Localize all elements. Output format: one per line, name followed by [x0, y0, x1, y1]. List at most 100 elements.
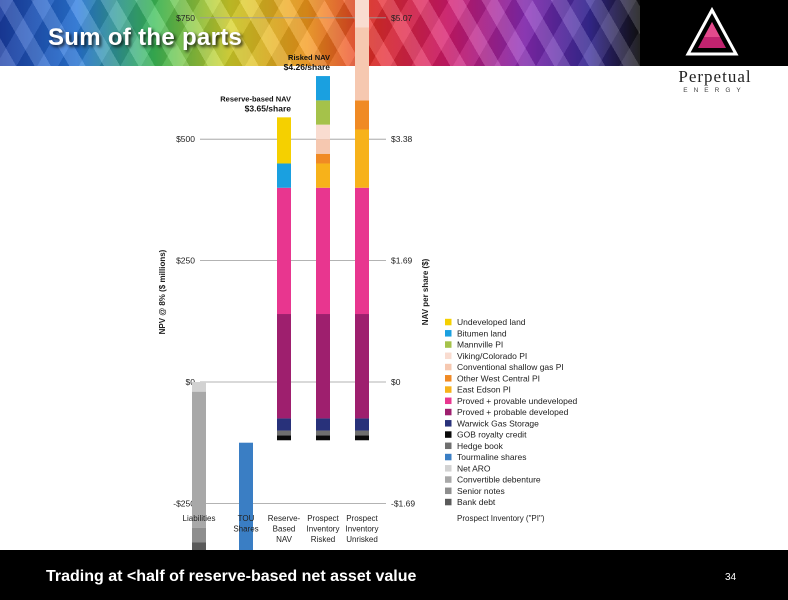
legend-label: Undeveloped land [457, 317, 526, 327]
nav-annotation: Risked NAV [288, 53, 330, 62]
legend-label: Senior notes [457, 486, 505, 496]
bar-segment-net-aro [192, 382, 206, 392]
x-tick-label: Liabilities [183, 514, 216, 523]
legend-label: Viking/Colorado PI [457, 351, 527, 361]
legend-swatch-bank-debt [445, 498, 452, 506]
legend-label: Hedge book [457, 441, 504, 451]
logo-wordmark: Perpetual [678, 67, 752, 86]
x-tick-label: Unrisked [346, 535, 378, 544]
bar-segment-conventional-shallow-gas [316, 139, 330, 154]
annotations: Reserve-based NAV$3.65/share Risked NAV$4… [220, 53, 331, 113]
y-axis-labels: $1,250$1,000$750$500$250$0-$250-$500 [173, 13, 196, 509]
slide-title: Sum of the parts [48, 24, 243, 51]
x-tick-label: Reserve- [268, 514, 301, 523]
bar-segment-gob-royalty-credit [355, 435, 369, 441]
legend-label: East Edson PI [457, 385, 511, 395]
y2-tick-label: $3.38 [391, 134, 413, 144]
legend-label: Net ARO [457, 463, 491, 473]
bar-segment-proved-provable-undeveloped [316, 187, 330, 315]
y2-axis-labels: $8.45$6.76$5.07$3.38$1.69$0-$1.69-$3.38 [391, 13, 415, 509]
legend-swatch-gob-royalty-credit [445, 431, 452, 438]
x-tick-label: Inventory [346, 525, 379, 534]
bar-segment-viking-colorado [355, 0, 369, 28]
bar-segment-undeveloped-land [277, 117, 291, 164]
y-tick-label: $500 [176, 134, 195, 144]
legend-label: Conventional shallow gas PI [457, 362, 564, 372]
legend-swatch-convertible-debenture [445, 476, 452, 483]
bar-segment-proved-provable-undeveloped [277, 187, 291, 315]
y-axis-title: NPV @ 8% ($ millions) [158, 249, 167, 334]
y-tick-label: -$250 [173, 498, 195, 508]
legend-swatch-proved-probable-developed [445, 408, 452, 416]
bar-segment-tourmaline-shares [239, 442, 253, 550]
bar-segment-warwick-gas-storage [355, 418, 369, 431]
bar-segment-proved-provable-undeveloped [355, 187, 369, 315]
legend-note: Prospect Inventory ("PI") [457, 514, 545, 523]
legend-swatch-viking-colorado [445, 352, 452, 360]
legend-label: Bank debt [457, 497, 496, 507]
legend-swatch-bitumen-land [445, 330, 452, 337]
legend-label: Other West Central PI [457, 373, 540, 383]
bar-segment-mannville [316, 100, 330, 125]
x-tick-label: Based [273, 525, 296, 534]
bar-segment-viking-colorado [316, 124, 330, 140]
bar-segment-gob-royalty-credit [316, 435, 330, 441]
bar-segment-warwick-gas-storage [316, 418, 330, 431]
bar-segment-east-edson [355, 129, 369, 188]
y-tick-label: $250 [176, 256, 195, 266]
logo-background [640, 0, 788, 66]
page-number: 34 [725, 572, 737, 583]
legend-swatch-warwick-gas-storage [445, 420, 452, 427]
legend-label: Convertible debenture [457, 475, 541, 485]
banner-pattern [0, 0, 640, 66]
x-tick-label: Risked [311, 535, 335, 544]
legend-swatch-senior-notes [445, 487, 452, 495]
x-tick-label: Inventory [307, 525, 340, 534]
sum-of-parts-chart: $1,250$1,000$750$500$250$0-$250-$500 $8.… [158, 0, 578, 550]
bar-segment-bitumen-land [277, 163, 291, 188]
footer-caption: Trading at <half of reserve-based net as… [46, 568, 417, 585]
legend-swatch-conventional-shallow-gas [445, 363, 452, 371]
logo-subtitle: ENERGY [683, 87, 747, 94]
triangle-logo-icon [685, 6, 739, 56]
x-tick-label: Shares [233, 525, 258, 534]
bar-segment-hedge-book [277, 430, 291, 436]
x-tick-label: NAV [276, 535, 293, 544]
legend-label: GOB royalty credit [457, 430, 527, 440]
legend-label: Mannville PI [457, 340, 503, 350]
legend-label: Tourmaline shares [457, 452, 526, 462]
legend-swatch-proved-provable-undeveloped [445, 397, 452, 405]
y-tick-label: $750 [176, 13, 195, 23]
y2-tick-label: $5.07 [391, 13, 413, 23]
bar-segment-hedge-book [316, 430, 330, 436]
bar-segment-other-west-central [355, 100, 369, 130]
nav-annotation: $4.26/share [284, 62, 331, 72]
bar-segment-proved-probable-developed [355, 314, 369, 419]
bar-segment-gob-royalty-credit [277, 435, 291, 441]
footer-bar: Trading at <half of reserve-based net as… [0, 550, 788, 600]
legend-swatch-other-west-central [445, 375, 452, 382]
bars [192, 0, 369, 550]
legend-label: Proved + probable developed [457, 407, 569, 417]
legend-swatch-tourmaline-shares [445, 453, 452, 461]
nav-annotation: Reserve-based NAV [220, 94, 291, 103]
y-tick-label: $0 [186, 377, 196, 387]
legend-label: Warwick Gas Storage [457, 418, 539, 428]
bar-segment-conventional-shallow-gas [355, 27, 369, 101]
bar-segment-other-west-central [316, 153, 330, 164]
bar-segment-senior-notes [192, 527, 206, 543]
y2-axis-title: NAV per share ($) [421, 258, 430, 325]
y2-tick-label: $1.69 [391, 256, 413, 266]
title-banner [0, 0, 640, 66]
bar-segment-east-edson [316, 163, 330, 188]
x-tick-label: Prospect [346, 514, 378, 523]
legend-swatch-mannville [445, 341, 452, 348]
legend-label: Proved + provable undeveloped [457, 396, 578, 406]
y2-tick-label: -$1.69 [391, 498, 415, 508]
x-tick-label: Prospect [307, 514, 339, 523]
bar-segment-hedge-book [355, 430, 369, 436]
bar-segment-convertible-debenture [192, 391, 206, 528]
legend-swatch-undeveloped-land [445, 318, 452, 326]
